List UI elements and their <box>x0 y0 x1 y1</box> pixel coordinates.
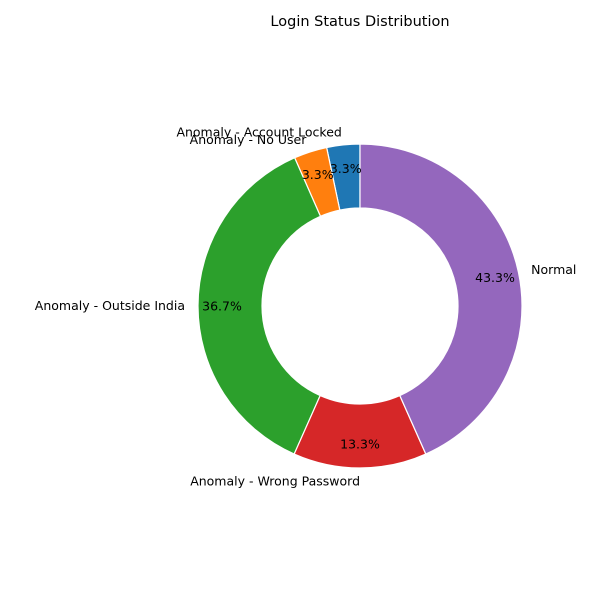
slice-percent-label-2: 36.7% <box>202 298 242 313</box>
slice-category-label-2: Anomaly - Outside India <box>35 298 185 313</box>
slice-percent-label-0: 3.3% <box>330 161 362 176</box>
slice-percent-label-4: 43.3% <box>475 270 515 285</box>
slice-percent-label-3: 13.3% <box>340 437 380 452</box>
slices-group <box>198 144 522 468</box>
slice-category-label-1: Anomaly - No User <box>190 132 308 147</box>
slice-category-label-3: Anomaly - Wrong Password <box>190 474 360 489</box>
slice-category-label-4: Normal <box>531 262 576 277</box>
slice-percent-label-1: 3.3% <box>302 167 334 182</box>
chart-title: Login Status Distribution <box>270 14 449 30</box>
